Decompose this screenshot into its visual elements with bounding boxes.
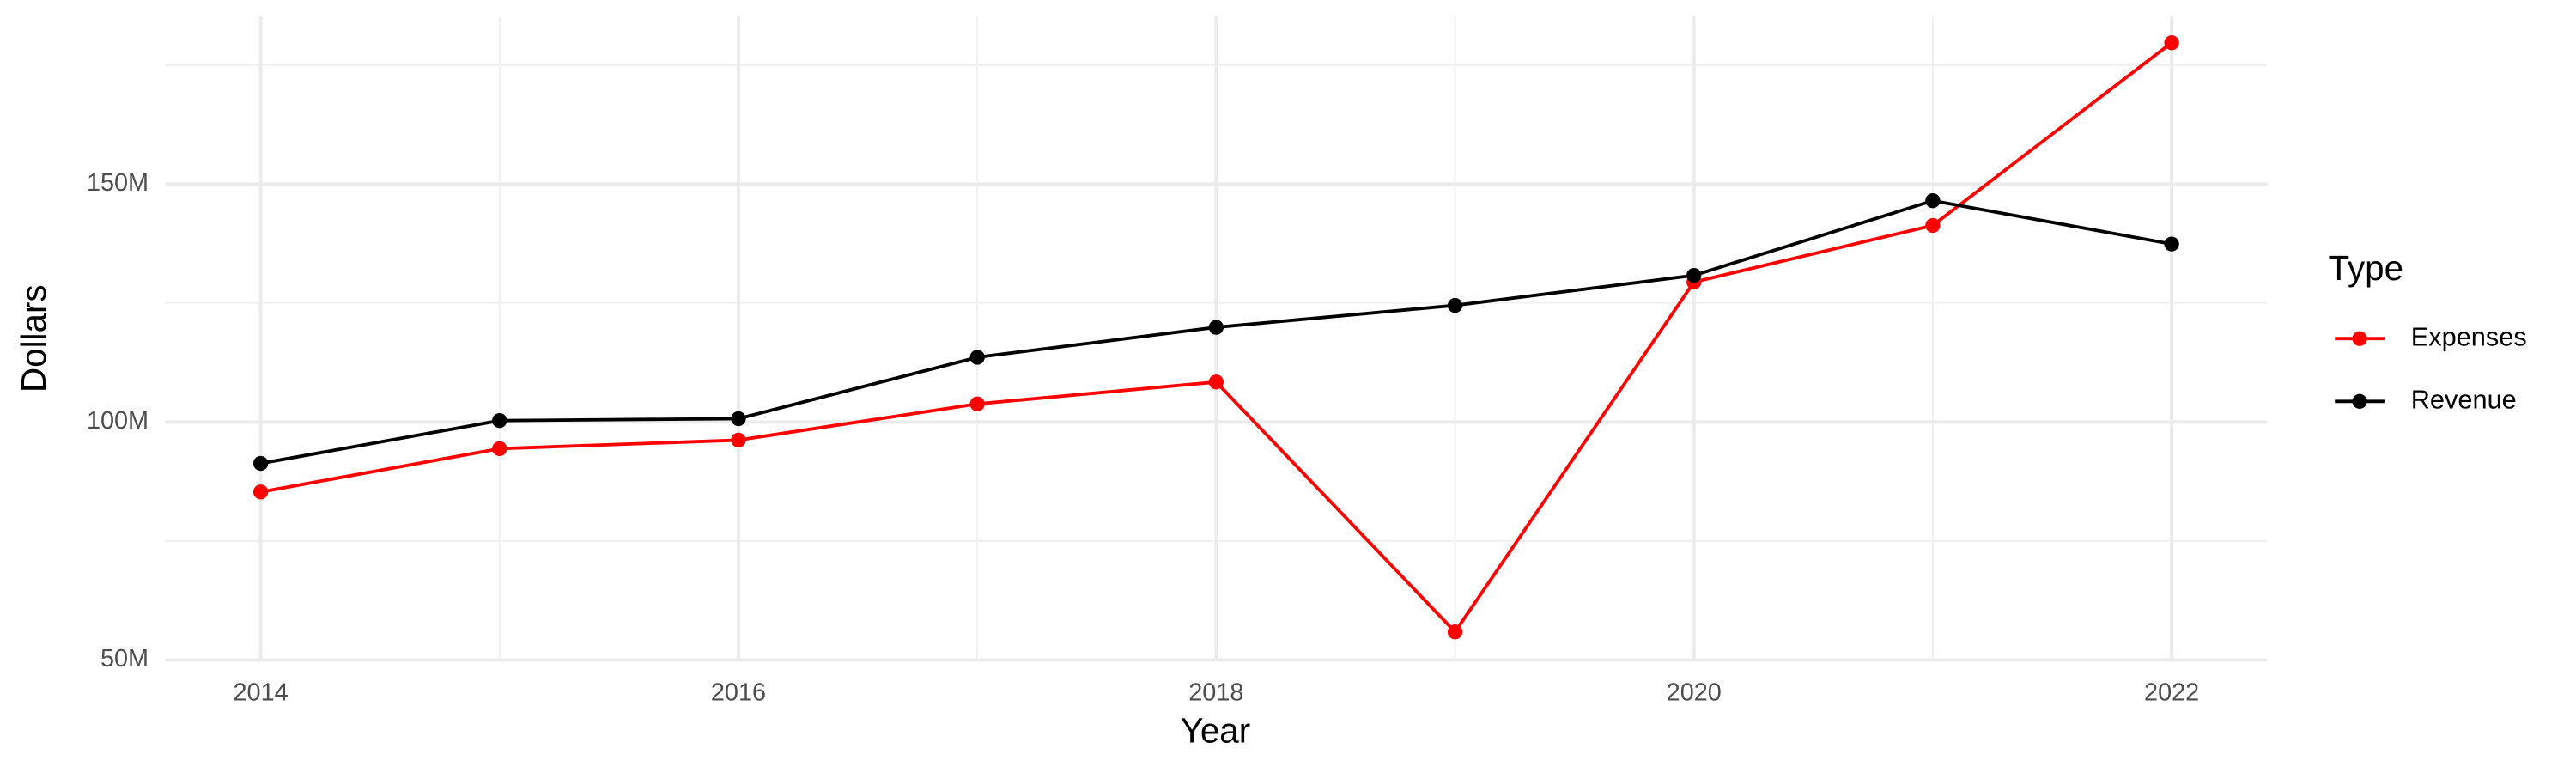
data-point bbox=[252, 455, 269, 472]
data-point bbox=[252, 484, 269, 500]
x-tick-label: 2018 bbox=[1188, 679, 1243, 706]
data-point bbox=[1925, 217, 1941, 234]
data-point bbox=[731, 411, 746, 427]
data-point bbox=[1447, 624, 1463, 640]
data-point bbox=[1686, 268, 1702, 283]
x-tick-label: 2016 bbox=[711, 679, 766, 706]
data-point bbox=[1447, 297, 1463, 313]
data-point bbox=[492, 413, 507, 429]
x-axis-title: Year bbox=[1181, 711, 1251, 751]
legend-title: Type bbox=[2329, 248, 2404, 288]
y-tick-label: 150M bbox=[87, 169, 149, 197]
data-point bbox=[2164, 236, 2179, 252]
legend-label: Revenue bbox=[2411, 384, 2517, 414]
data-point bbox=[2164, 35, 2179, 51]
data-point bbox=[969, 396, 985, 411]
legend-key-point bbox=[2352, 393, 2367, 409]
data-point bbox=[1208, 374, 1224, 390]
y-axis-title: Dollars bbox=[14, 284, 53, 393]
x-tick-label: 2014 bbox=[234, 679, 289, 706]
legend-label: Expenses bbox=[2411, 321, 2527, 351]
x-tick-label: 2022 bbox=[2144, 679, 2199, 706]
data-point bbox=[1925, 193, 1941, 209]
data-point bbox=[969, 350, 985, 365]
x-tick-label: 2020 bbox=[1667, 679, 1722, 706]
data-point bbox=[492, 441, 507, 457]
y-tick-label: 100M bbox=[87, 407, 149, 435]
legend-key-point bbox=[2352, 331, 2367, 346]
data-point bbox=[1208, 320, 1224, 335]
y-tick-label: 50M bbox=[100, 645, 149, 673]
data-point bbox=[731, 432, 746, 448]
